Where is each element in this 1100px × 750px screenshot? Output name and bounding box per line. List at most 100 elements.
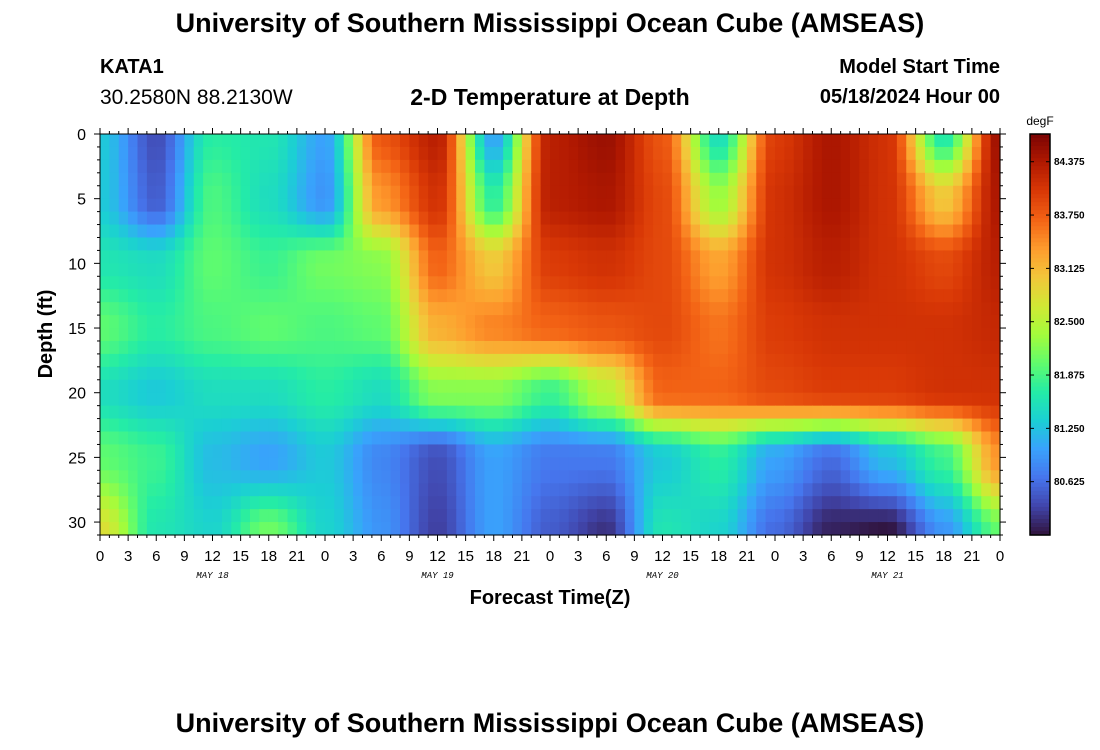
heatmap-cell xyxy=(343,340,354,355)
colorbar-band xyxy=(1030,438,1050,444)
colorbar-band xyxy=(1030,234,1050,239)
heatmap-cell xyxy=(278,444,289,458)
heatmap-cell xyxy=(362,444,373,458)
colorbar-band xyxy=(1030,186,1050,191)
heatmap-cell xyxy=(109,159,120,174)
heatmap-cell xyxy=(868,263,879,277)
heatmap-cell xyxy=(653,483,664,497)
heatmap-cell xyxy=(728,146,739,161)
heatmap-cell xyxy=(775,185,785,200)
heatmap-cell xyxy=(587,340,598,355)
heatmap-cell xyxy=(296,276,307,290)
heatmap-cell xyxy=(240,483,251,497)
heatmap-cell xyxy=(840,444,851,458)
heatmap-cell xyxy=(662,237,673,252)
heatmap-cell xyxy=(578,315,589,329)
heatmap-cell xyxy=(287,224,298,239)
heatmap-cell xyxy=(878,405,889,420)
heatmap-cell xyxy=(109,237,120,252)
heatmap-cell xyxy=(840,237,851,252)
heatmap-cell xyxy=(353,405,364,420)
heatmap-cell xyxy=(625,159,635,174)
heatmap-cell xyxy=(746,134,757,148)
heatmap-cell xyxy=(962,353,973,368)
heatmap-cell xyxy=(428,444,439,458)
heatmap-cell xyxy=(118,379,129,394)
heatmap-cell xyxy=(700,431,710,446)
heatmap-cell xyxy=(118,172,129,187)
heatmap-cell xyxy=(484,418,495,433)
heatmap-cell xyxy=(325,470,335,484)
heatmap-cell xyxy=(268,405,279,420)
heatmap-cell xyxy=(268,457,279,471)
heatmap-cell xyxy=(596,418,607,433)
colorbar-band xyxy=(1030,366,1050,372)
heatmap-cell xyxy=(212,146,223,161)
heatmap-cell xyxy=(868,302,879,316)
heatmap-cell xyxy=(334,302,345,316)
heatmap-cell xyxy=(728,302,739,316)
heatmap-cell xyxy=(296,405,307,420)
heatmap-cell xyxy=(540,522,551,536)
x-tick-label: 0 xyxy=(321,548,329,565)
heatmap-cell xyxy=(137,496,148,510)
heatmap-cell xyxy=(690,172,701,187)
heatmap-cell xyxy=(671,353,682,368)
heatmap-cell xyxy=(409,185,420,200)
heatmap-cell xyxy=(840,340,851,355)
heatmap-cell xyxy=(793,522,804,536)
heatmap-cell xyxy=(868,418,879,433)
heatmap-cell xyxy=(437,211,448,226)
heatmap-cell xyxy=(418,496,429,510)
heatmap-cell xyxy=(803,418,814,433)
heatmap-cell xyxy=(465,509,476,523)
heatmap-cell xyxy=(962,392,973,407)
heatmap-cell xyxy=(934,509,945,523)
heatmap-cell xyxy=(896,302,907,316)
heatmap-cell xyxy=(812,315,823,329)
colorbar-band xyxy=(1030,502,1050,508)
heatmap-cell xyxy=(962,328,973,342)
heatmap-cell xyxy=(925,379,935,394)
heatmap-cell xyxy=(540,470,551,484)
heatmap-cell xyxy=(409,444,420,458)
heatmap-cell xyxy=(390,418,401,433)
heatmap-cell xyxy=(409,276,420,290)
heatmap-cell xyxy=(737,431,748,446)
heatmap-cell xyxy=(212,263,223,277)
heatmap-cell xyxy=(850,263,860,277)
heatmap-cell xyxy=(990,366,1001,381)
heatmap-cell xyxy=(709,366,720,381)
heatmap-cell xyxy=(887,185,898,200)
y-tick-label: 15 xyxy=(68,321,86,338)
heatmap-cell xyxy=(784,198,795,213)
heatmap-cell xyxy=(615,405,626,420)
heatmap-cell xyxy=(587,379,598,394)
heatmap-cell xyxy=(606,328,617,342)
heatmap-cell xyxy=(550,276,560,290)
heatmap-cell xyxy=(128,159,139,174)
heatmap-cell xyxy=(606,211,617,226)
x-tick-label: 21 xyxy=(739,548,756,565)
model-start-date: 05/18/2024 Hour 00 xyxy=(819,86,1000,108)
heatmap-cell xyxy=(118,405,129,420)
heatmap-cell xyxy=(831,211,842,226)
heatmap-cell xyxy=(343,509,354,523)
heatmap-cell xyxy=(709,211,720,226)
heatmap-cell xyxy=(250,392,260,407)
heatmap-cell xyxy=(165,224,176,239)
heatmap-cell xyxy=(146,315,157,329)
heatmap-cell xyxy=(437,405,448,420)
heatmap-cell xyxy=(737,134,748,148)
heatmap-cell xyxy=(100,470,110,484)
heatmap-cell xyxy=(559,263,570,277)
heatmap-cell xyxy=(662,353,673,368)
heatmap-cell xyxy=(681,328,692,342)
heatmap-cell xyxy=(109,457,120,471)
heatmap-cell xyxy=(943,134,954,148)
heatmap-cell xyxy=(709,134,720,148)
heatmap-cell xyxy=(859,522,870,536)
heatmap-cell xyxy=(896,522,907,536)
heatmap-cell xyxy=(231,483,242,497)
heatmap-cell xyxy=(456,134,467,148)
